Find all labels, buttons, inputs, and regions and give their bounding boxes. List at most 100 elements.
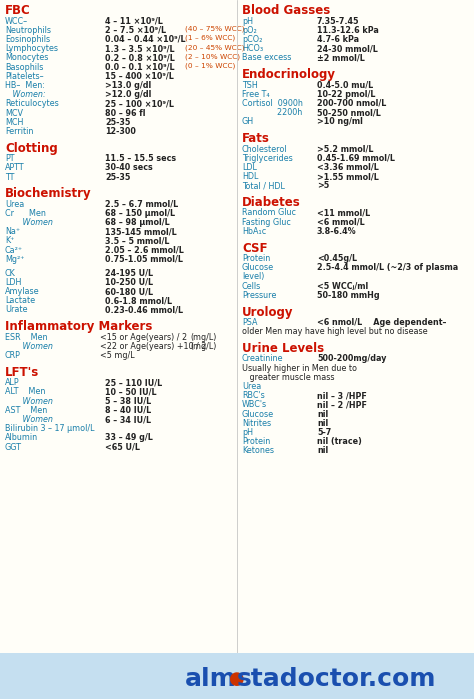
Text: stadoctor.com: stadoctor.com <box>237 667 437 691</box>
Text: 10 – 50 IU/L: 10 – 50 IU/L <box>105 387 156 396</box>
Text: level): level) <box>242 273 264 282</box>
Text: <3.36 mmol/L: <3.36 mmol/L <box>317 163 379 172</box>
Text: 68 – 150 μmol/L: 68 – 150 μmol/L <box>105 209 175 218</box>
Text: CRP: CRP <box>5 351 21 360</box>
Text: >10 ng/ml: >10 ng/ml <box>317 117 363 127</box>
Text: pH: pH <box>242 17 253 25</box>
Text: <22 or Age(years) +10 / 2: <22 or Age(years) +10 / 2 <box>100 342 206 351</box>
Text: (1 – 6% WCC): (1 – 6% WCC) <box>185 35 235 41</box>
Text: Women: Women <box>5 397 53 405</box>
Text: Usually higher in Men due to: Usually higher in Men due to <box>242 363 357 373</box>
Text: MCH: MCH <box>5 117 23 127</box>
Text: Women: Women <box>5 415 53 424</box>
Text: (0 – 1% WCC): (0 – 1% WCC) <box>185 62 236 69</box>
Text: Eosinophils: Eosinophils <box>5 35 50 44</box>
Text: Women: Women <box>5 218 53 227</box>
Text: alm: alm <box>185 667 237 691</box>
Text: 5-7: 5-7 <box>317 428 331 437</box>
Text: pCO₂: pCO₂ <box>242 35 263 44</box>
Text: 5 – 38 IU/L: 5 – 38 IU/L <box>105 397 151 405</box>
Text: GH: GH <box>242 117 254 127</box>
Text: 3.5 – 5 mmol/L: 3.5 – 5 mmol/L <box>105 236 170 245</box>
Text: Mg²⁺: Mg²⁺ <box>5 255 25 264</box>
Text: 25-35: 25-35 <box>105 117 130 127</box>
Text: CK: CK <box>5 268 16 278</box>
Text: Women:: Women: <box>5 90 46 99</box>
Text: (mg/L): (mg/L) <box>190 342 216 351</box>
Text: LDH: LDH <box>5 278 21 287</box>
Text: Base excess: Base excess <box>242 53 292 62</box>
Text: Cortisol  0900h: Cortisol 0900h <box>242 99 303 108</box>
Bar <box>0 653 474 699</box>
Text: Urology: Urology <box>242 305 293 319</box>
Text: 25 – 110 IU/L: 25 – 110 IU/L <box>105 378 162 387</box>
Text: Women: Women <box>5 342 53 351</box>
Text: 6 – 34 IU/L: 6 – 34 IU/L <box>105 415 151 424</box>
Text: 4.7-6 kPa: 4.7-6 kPa <box>317 35 359 44</box>
Text: 15 – 400 ×10⁹/L: 15 – 400 ×10⁹/L <box>105 72 174 80</box>
Text: 11.5 – 15.5 secs: 11.5 – 15.5 secs <box>105 154 176 163</box>
Text: 7.35-7.45: 7.35-7.45 <box>317 17 359 25</box>
Text: LFT's: LFT's <box>5 366 39 379</box>
Text: nil: nil <box>317 410 328 419</box>
Text: pO₂: pO₂ <box>242 26 257 35</box>
Text: 24-30 mmol/L: 24-30 mmol/L <box>317 44 378 53</box>
Text: Fasting Gluc: Fasting Gluc <box>242 217 291 226</box>
Text: nil – 3 /HPF: nil – 3 /HPF <box>317 391 367 401</box>
Text: 25-35: 25-35 <box>105 173 130 182</box>
Text: 1.3 – 3.5 ×10⁹/L: 1.3 – 3.5 ×10⁹/L <box>105 44 174 53</box>
Text: TSH: TSH <box>242 80 258 89</box>
Text: Fats: Fats <box>242 132 270 145</box>
Text: HDL: HDL <box>242 172 258 181</box>
Text: MCV: MCV <box>5 108 23 117</box>
Text: (20 – 45% WCC): (20 – 45% WCC) <box>185 44 245 50</box>
Text: (mg/L): (mg/L) <box>190 333 216 342</box>
Text: Urea: Urea <box>242 382 261 391</box>
Text: Inflammatory Markers: Inflammatory Markers <box>5 320 152 333</box>
Text: 10-22 pmol/L: 10-22 pmol/L <box>317 89 375 99</box>
Text: RBC's: RBC's <box>242 391 265 401</box>
Text: 2200h: 2200h <box>242 108 302 117</box>
Text: Glucose: Glucose <box>242 264 274 273</box>
Text: Monocytes: Monocytes <box>5 53 48 62</box>
Text: 50-180 mmHg: 50-180 mmHg <box>317 291 380 300</box>
Text: ±2 mmol/L: ±2 mmol/L <box>317 53 365 62</box>
Text: 0.75-1.05 mmol/L: 0.75-1.05 mmol/L <box>105 255 183 264</box>
Text: 4 – 11 ×10⁹/L: 4 – 11 ×10⁹/L <box>105 17 163 25</box>
Text: Lymphocytes: Lymphocytes <box>5 44 58 53</box>
Text: TT: TT <box>5 173 14 182</box>
Text: 135-145 mmol/L: 135-145 mmol/L <box>105 227 177 236</box>
Text: Cholesterol: Cholesterol <box>242 145 288 154</box>
Text: >5.2 mmol/L: >5.2 mmol/L <box>317 145 374 154</box>
Text: Urine Levels: Urine Levels <box>242 342 324 355</box>
Text: Lactate: Lactate <box>5 296 35 305</box>
Text: Urate: Urate <box>5 305 27 315</box>
Text: Amylase: Amylase <box>5 287 40 296</box>
Text: WBC's: WBC's <box>242 401 267 410</box>
Text: (40 – 75% WCC): (40 – 75% WCC) <box>185 26 245 32</box>
Text: older Men may have high level but no disease: older Men may have high level but no dis… <box>242 327 428 336</box>
Text: CSF: CSF <box>242 242 267 254</box>
Text: nil – 2 /HPF: nil – 2 /HPF <box>317 401 367 410</box>
Text: Neutrophils: Neutrophils <box>5 26 51 35</box>
Text: Ca²⁺: Ca²⁺ <box>5 246 23 254</box>
Text: nil: nil <box>317 447 328 456</box>
Text: ALT    Men: ALT Men <box>5 387 46 396</box>
Text: 12-300: 12-300 <box>105 127 136 136</box>
Text: Diabetes: Diabetes <box>242 196 301 209</box>
Text: 2 – 7.5 ×10⁹/L: 2 – 7.5 ×10⁹/L <box>105 26 166 35</box>
Text: APTT: APTT <box>5 164 25 172</box>
Text: <6 mmol/L: <6 mmol/L <box>317 217 365 226</box>
Text: LDL: LDL <box>242 163 257 172</box>
Text: HbA₁ᴄ: HbA₁ᴄ <box>242 227 266 236</box>
Text: <11 mmol/L: <11 mmol/L <box>317 208 370 217</box>
Text: Creatinine: Creatinine <box>242 354 283 363</box>
Text: 8 – 40 IU/L: 8 – 40 IU/L <box>105 406 151 415</box>
Text: Protein: Protein <box>242 438 270 446</box>
Text: pH: pH <box>242 428 253 437</box>
Text: Total / HDL: Total / HDL <box>242 181 285 190</box>
Text: AST    Men: AST Men <box>5 406 47 415</box>
Text: Clotting: Clotting <box>5 142 58 154</box>
Text: PSA: PSA <box>242 318 257 327</box>
Text: nil (trace): nil (trace) <box>317 438 362 446</box>
